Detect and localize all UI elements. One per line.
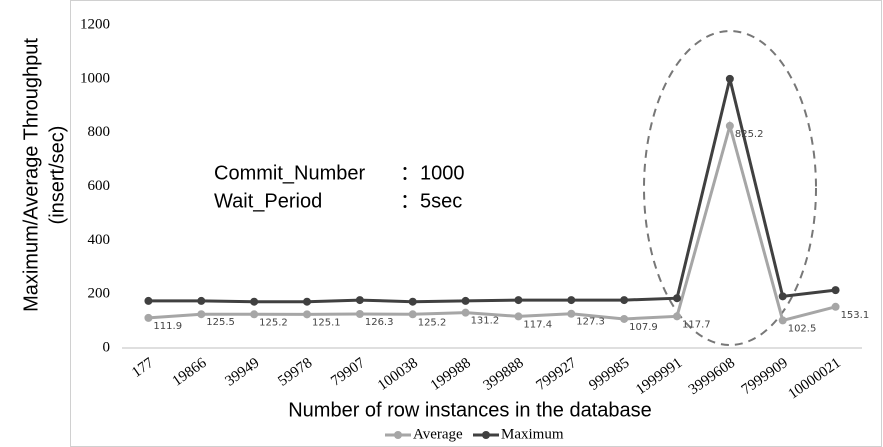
y-tick-label: 200 <box>88 286 111 302</box>
y-tick-label: 1200 <box>80 16 110 32</box>
point <box>778 292 787 301</box>
series-line <box>148 120 836 323</box>
x-tick-label: 3999608 <box>686 355 738 398</box>
point <box>144 313 153 322</box>
point <box>250 297 259 306</box>
point <box>461 296 470 305</box>
x-tick-label: 799927 <box>534 355 580 394</box>
series-line <box>148 78 836 304</box>
point <box>725 121 734 130</box>
x-tick-label: 59978 <box>275 355 315 390</box>
annotation: Wait_Period <box>214 190 322 212</box>
x-axis-label: Number of row instances in the database <box>288 399 652 421</box>
point <box>461 308 470 317</box>
y-tick-label: 800 <box>88 124 111 140</box>
point <box>355 296 364 305</box>
data-label: 131.2 <box>471 316 500 327</box>
point <box>303 310 311 319</box>
point <box>673 312 681 321</box>
x-tick-label: 100038 <box>375 355 421 394</box>
data-label: 107.9 <box>629 322 658 333</box>
data-label: 111.9 <box>153 321 182 332</box>
point <box>408 297 417 306</box>
point <box>250 310 259 319</box>
data-label: 125.1 <box>312 317 341 328</box>
point <box>514 296 523 305</box>
annotation: ：5sec <box>400 190 462 212</box>
x-tick-label: 10000021 <box>786 355 844 403</box>
point <box>620 314 629 323</box>
point <box>144 296 153 305</box>
data-label: 825.2 <box>735 129 764 140</box>
point <box>514 312 523 321</box>
point <box>567 309 576 318</box>
y-tick-label: 600 <box>88 178 111 194</box>
point <box>673 294 681 303</box>
data-label: 125.2 <box>259 317 288 328</box>
point <box>778 316 787 325</box>
x-tick-label: 1999991 <box>633 355 685 398</box>
legend-marker <box>482 431 490 439</box>
legend-marker <box>394 431 402 439</box>
point <box>355 310 364 319</box>
x-tick-label: 19866 <box>170 355 210 390</box>
data-label: 127.3 <box>576 317 605 328</box>
x-tick-label: 39949 <box>223 355 263 390</box>
annotation: Commit_Number <box>214 162 365 184</box>
data-label: 125.2 <box>418 317 447 328</box>
data-label: 117.7 <box>682 319 711 330</box>
legend-label: Average <box>413 426 463 442</box>
point <box>567 296 576 305</box>
point <box>197 310 206 319</box>
x-tick-label: 999985 <box>586 355 632 394</box>
x-tick-label: 177 <box>129 355 157 381</box>
y-tick-label: 1000 <box>80 70 110 86</box>
y-axis-label: (insert/sec) <box>46 126 68 225</box>
y-axis-label: Maximum/Average Throughput <box>20 38 42 312</box>
annotation: ：1000 <box>400 162 465 184</box>
y-tick-label: 400 <box>88 232 111 248</box>
point <box>408 310 417 319</box>
point <box>620 296 629 305</box>
x-tick-label: 199988 <box>428 355 474 394</box>
data-label: 125.5 <box>206 317 235 328</box>
x-tick-label: 79907 <box>328 355 368 390</box>
point <box>197 296 206 305</box>
data-label: 126.3 <box>365 317 394 328</box>
data-label: 102.5 <box>788 323 817 334</box>
data-label: 153.1 <box>841 310 870 321</box>
y-tick-label: 0 <box>103 339 111 355</box>
data-label: 117.4 <box>523 319 552 330</box>
x-tick-label: 399888 <box>481 355 527 394</box>
x-tick-label: 7999909 <box>739 355 791 398</box>
highlight-ellipse <box>643 30 817 346</box>
legend-label: Maximum <box>501 426 564 442</box>
point <box>831 302 840 311</box>
point <box>725 74 734 83</box>
point <box>303 297 311 306</box>
point <box>831 286 840 295</box>
